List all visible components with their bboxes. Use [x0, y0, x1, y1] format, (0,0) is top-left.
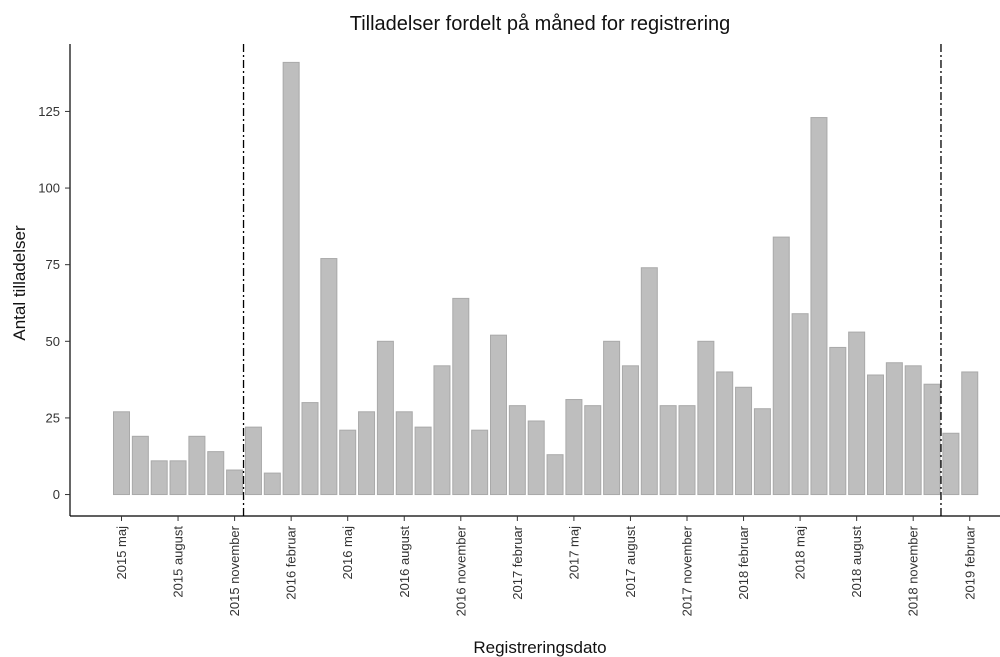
- x-tick-label: 2019 februar: [962, 525, 977, 599]
- y-tick-label: 25: [46, 410, 60, 425]
- bar-2015-06: [131, 435, 149, 496]
- x-tick-label: 2018 november: [906, 525, 921, 616]
- x-tick-label: 2015 august: [171, 526, 186, 598]
- x-tick-label: 2016 november: [453, 525, 468, 616]
- bar-2016-12: [471, 429, 489, 496]
- bar-2018-10: [885, 362, 903, 496]
- bar-2018-12: [923, 383, 941, 496]
- bar-2016-03: [301, 402, 319, 496]
- bar-2016-06: [358, 411, 376, 496]
- bar-2015-12: [244, 426, 262, 496]
- bar-2017-06: [584, 405, 602, 496]
- x-tick-label: 2018 februar: [736, 525, 751, 599]
- x-axis-title: Registreringsdato: [473, 638, 606, 657]
- bar-2015-07: [150, 460, 168, 496]
- bar-2017-01: [490, 334, 507, 496]
- bar-2018-11: [904, 365, 922, 496]
- y-tick-label: 0: [53, 487, 60, 502]
- bar-2018-02: [735, 386, 753, 496]
- y-tick-label: 100: [38, 181, 60, 196]
- bar-2018-03: [753, 408, 771, 496]
- bar-2017-02: [508, 405, 526, 496]
- bar-2018-08: [848, 331, 866, 496]
- x-tick-label: 2015 maj: [114, 526, 129, 580]
- x-tick-label: 2017 maj: [566, 526, 581, 580]
- bar-2015-11: [226, 469, 244, 496]
- bar-2015-08: [169, 460, 187, 496]
- bar-2016-01: [263, 472, 281, 496]
- x-tick-label: 2017 februar: [510, 525, 525, 599]
- bar-2016-11: [452, 297, 470, 496]
- y-tick-label: 125: [38, 104, 60, 119]
- bar-2016-02: [282, 61, 300, 496]
- bar-2016-05: [339, 429, 357, 496]
- bar-2018-05: [791, 313, 809, 496]
- bar-2017-08: [621, 365, 639, 496]
- y-tick-label: 50: [46, 334, 60, 349]
- x-tick-label: 2015 november: [227, 525, 242, 616]
- bar-2018-07: [829, 346, 847, 496]
- bar-2018-01: [716, 371, 734, 496]
- bar-2015-10: [207, 451, 225, 496]
- bar-2017-03: [527, 420, 545, 496]
- bar-2017-11: [678, 405, 696, 496]
- x-tick-label: 2017 november: [680, 525, 695, 616]
- x-tick-label: 2016 maj: [340, 526, 355, 580]
- bar-2016-07: [376, 340, 394, 496]
- bar-2016-10: [433, 365, 451, 496]
- y-axis-title: Antal tilladelser: [10, 225, 29, 341]
- bar-2016-04: [320, 258, 338, 496]
- y-tick-label: 75: [46, 257, 60, 272]
- bar-2017-05: [565, 399, 583, 496]
- reference-lines-group: [242, 44, 942, 516]
- x-tick-label: 2018 august: [849, 526, 864, 598]
- x-tick-label: 2017 august: [623, 526, 638, 598]
- bar-2018-09: [867, 374, 884, 496]
- bar-2017-07: [603, 340, 621, 496]
- bar-2017-10: [659, 405, 677, 496]
- bar-2018-04: [772, 236, 790, 496]
- chart-title: Tilladelser fordelt på måned for registr…: [350, 13, 731, 35]
- bar-2017-09: [640, 267, 658, 496]
- bar-2017-12: [697, 340, 715, 496]
- y-ticks-group: 0 25 50 75 100 125: [38, 104, 70, 502]
- bar-2015-09: [188, 435, 206, 496]
- bar-2015-05: [113, 411, 130, 496]
- bar-2016-09: [414, 426, 432, 496]
- bar-2019-02: [961, 371, 979, 496]
- bar-2017-04: [546, 454, 564, 496]
- x-tick-label: 2018 maj: [793, 526, 808, 580]
- x-ticks-group: 2015 maj 2015 august 2015 november 2016 feb…: [114, 516, 977, 616]
- bars-group: [113, 61, 979, 496]
- x-tick-label: 2016 februar: [284, 525, 299, 599]
- x-tick-label: 2016 august: [397, 526, 412, 598]
- bar-2016-08: [395, 411, 413, 496]
- bar-2018-06: [810, 117, 828, 496]
- bar-2019-01: [942, 432, 960, 496]
